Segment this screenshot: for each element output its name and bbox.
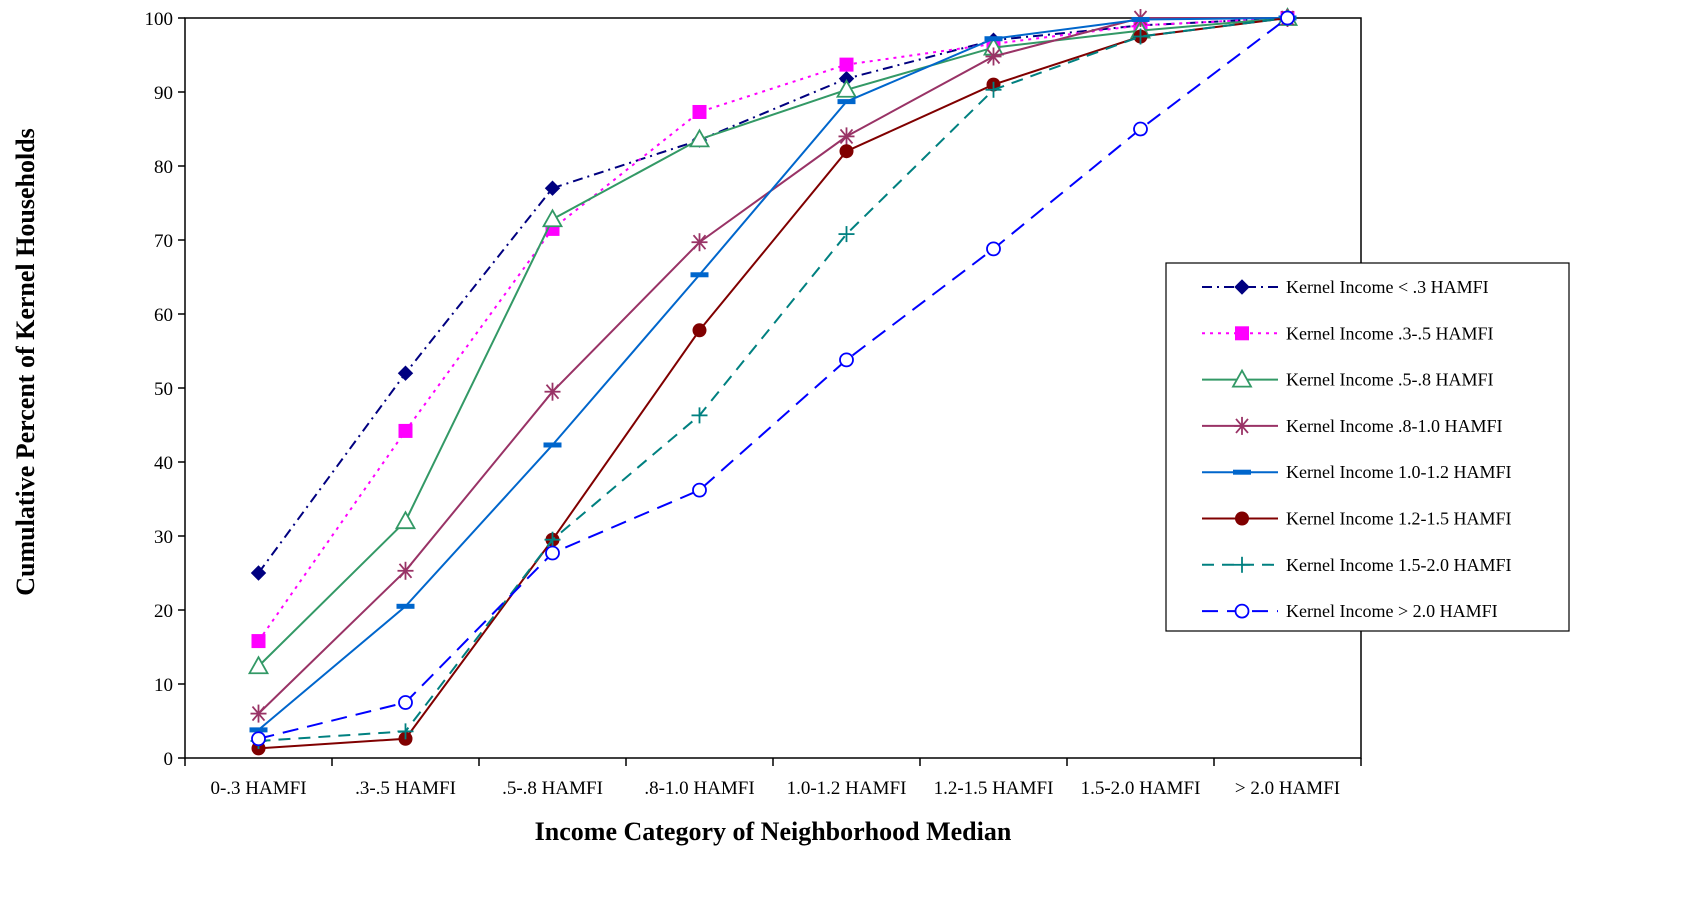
series-point bbox=[545, 545, 560, 561]
x-axis-title: Income Category of Neighborhood Median bbox=[535, 817, 1012, 846]
series-point bbox=[985, 81, 1002, 98]
legend-label: Kernel Income > 2.0 HAMFI bbox=[1286, 601, 1498, 621]
series-point bbox=[247, 655, 270, 675]
legend-label: Kernel Income .3-.5 HAMFI bbox=[1286, 323, 1493, 343]
series-point bbox=[839, 144, 854, 159]
series-point bbox=[1131, 16, 1150, 22]
plot-area bbox=[184, 17, 1362, 759]
x-tick-label: 1.5-2.0 HAMFI bbox=[1081, 778, 1201, 799]
series-point bbox=[250, 565, 267, 581]
series-point bbox=[544, 382, 561, 401]
y-tick-label: 50 bbox=[154, 379, 173, 400]
series-point bbox=[984, 36, 1003, 42]
series-point bbox=[986, 241, 1001, 257]
series-point bbox=[692, 323, 707, 338]
axes: 0 10 20 30 40 50 60 70 80 90 100 0-.3 HAMFI .3-.5 HA… bbox=[145, 9, 1362, 799]
series-8 bbox=[251, 10, 1295, 747]
series-point bbox=[1235, 511, 1249, 526]
legend-label: Kernel Income .8-1.0 HAMFI bbox=[1286, 416, 1502, 436]
series-line bbox=[258, 17, 1288, 742]
series-point bbox=[1234, 416, 1250, 435]
series-point bbox=[397, 561, 414, 580]
series-point bbox=[544, 531, 561, 548]
legend-label: Kernel Income .5-.8 HAMFI bbox=[1286, 370, 1493, 390]
series-line bbox=[257, 17, 1288, 731]
series-point bbox=[1234, 603, 1250, 619]
y-tick-label: 70 bbox=[154, 231, 173, 252]
series-point bbox=[985, 47, 1002, 66]
series-line bbox=[258, 17, 1289, 740]
series-point bbox=[1231, 368, 1253, 388]
x-tick-label: 1.2-1.5 HAMFI bbox=[934, 778, 1054, 799]
x-tick-label: 0-.3 HAMFI bbox=[210, 778, 306, 799]
series-point bbox=[1132, 28, 1149, 45]
y-tick-label: 60 bbox=[154, 305, 173, 326]
series-point bbox=[251, 634, 266, 649]
series-point bbox=[543, 442, 562, 448]
x-tick-label: 1.0-1.2 HAMFI bbox=[787, 778, 907, 799]
legend-item: Kernel Income 1.0-1.2 HAMFI bbox=[1202, 462, 1511, 482]
series-point bbox=[250, 704, 267, 723]
series-point bbox=[692, 482, 707, 498]
series-point bbox=[541, 208, 564, 228]
series-point bbox=[690, 272, 709, 278]
series-point bbox=[838, 226, 855, 243]
legend-item: Kernel Income .3-.5 HAMFI bbox=[1202, 323, 1493, 343]
series-point bbox=[691, 407, 708, 424]
series-point bbox=[691, 233, 708, 252]
legend-label: Kernel Income < .3 HAMFI bbox=[1286, 277, 1489, 297]
series-point bbox=[249, 727, 268, 733]
legend-item: Kernel Income < .3 HAMFI bbox=[1202, 277, 1489, 297]
legend-label: Kernel Income 1.5-2.0 HAMFI bbox=[1286, 555, 1511, 575]
legend-item: Kernel Income 1.2-1.5 HAMFI bbox=[1202, 509, 1511, 529]
series-point bbox=[1133, 121, 1148, 137]
x-tick-label: .3-.5 HAMFI bbox=[355, 778, 456, 799]
y-tick-label: 40 bbox=[154, 453, 173, 474]
series-point bbox=[839, 352, 854, 368]
x-tick-label: .5-.8 HAMFI bbox=[502, 778, 603, 799]
series-point bbox=[837, 99, 856, 105]
series-point bbox=[397, 723, 414, 740]
series-point bbox=[394, 510, 417, 530]
series-point bbox=[398, 695, 413, 710]
series-line bbox=[257, 17, 1288, 574]
series-point bbox=[835, 78, 858, 98]
series-line bbox=[257, 17, 1288, 667]
legend-item: Kernel Income .8-1.0 HAMFI bbox=[1202, 416, 1502, 436]
series-line bbox=[257, 17, 1288, 642]
y-tick-label: 20 bbox=[154, 601, 173, 622]
y-tick-label: 30 bbox=[154, 527, 173, 548]
series-point bbox=[1233, 469, 1251, 475]
series-point bbox=[398, 423, 413, 438]
series-point bbox=[688, 128, 711, 148]
legend-item: Kernel Income > 2.0 HAMFI bbox=[1202, 601, 1498, 621]
series-point bbox=[1234, 279, 1250, 295]
y-tick-label: 10 bbox=[154, 675, 173, 696]
series-point bbox=[838, 127, 855, 146]
legend-label: Kernel Income 1.2-1.5 HAMFI bbox=[1286, 509, 1511, 529]
series-point bbox=[1235, 326, 1249, 341]
y-tick-label: 100 bbox=[145, 9, 174, 30]
legend-item: Kernel Income 1.5-2.0 HAMFI bbox=[1202, 555, 1511, 575]
legend: Kernel Income < .3 HAMFI Kernel Income .3… bbox=[1165, 262, 1570, 632]
series-point bbox=[397, 365, 414, 381]
series-point bbox=[544, 180, 561, 196]
legend-box bbox=[1165, 262, 1570, 632]
series-point bbox=[1234, 556, 1250, 573]
series-point bbox=[839, 57, 854, 72]
legend-item: Kernel Income .5-.8 HAMFI bbox=[1202, 368, 1493, 390]
series-point bbox=[396, 603, 415, 609]
series-point bbox=[251, 731, 266, 747]
x-tick-label: > 2.0 HAMFI bbox=[1235, 778, 1340, 799]
y-axis-title: Cumulative Percent of Kernel Households bbox=[11, 128, 40, 595]
y-tick-label: 90 bbox=[154, 83, 173, 104]
series-point bbox=[1280, 10, 1295, 26]
series-lines bbox=[247, 7, 1299, 756]
legend-label: Kernel Income 1.0-1.2 HAMFI bbox=[1286, 462, 1511, 482]
y-tick-label: 80 bbox=[154, 157, 173, 178]
series-point bbox=[692, 104, 707, 119]
x-tick-label: .8-1.0 HAMFI bbox=[644, 778, 754, 799]
y-tick-label: 0 bbox=[164, 749, 174, 770]
